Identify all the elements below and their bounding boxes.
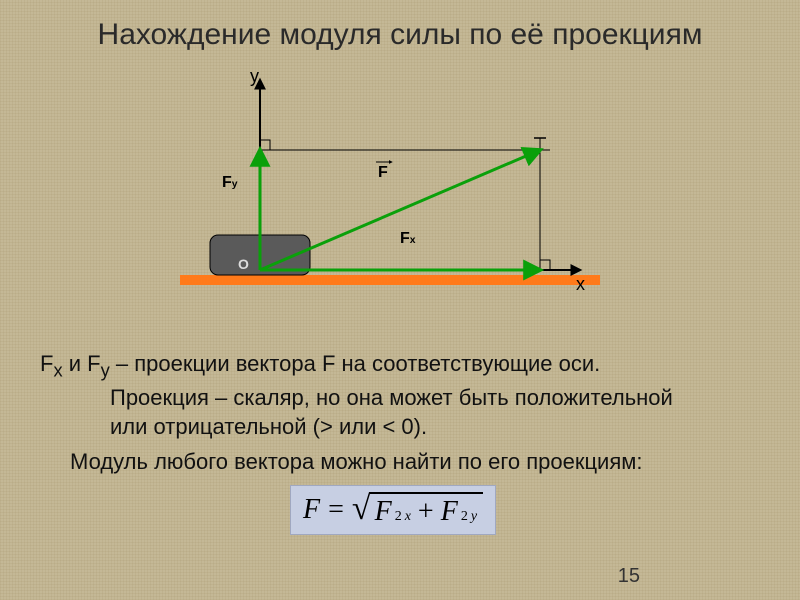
text-projections-definition: Fx и Fy – проекции вектора F на соответс… (40, 350, 600, 382)
force-projection-diagram: y x О F Fx Fy (180, 70, 620, 310)
text-modulus-intro: Модуль любого вектора можно найти по его… (70, 448, 643, 477)
vector-f (260, 150, 540, 270)
f-label: F (378, 164, 388, 182)
fy-label: Fy (222, 174, 238, 192)
ground-surface (180, 275, 600, 285)
page-title: Нахождение модуля силы по её проекциям (0, 18, 800, 52)
formula-equals: = (328, 494, 344, 526)
text-projection-scalar: Проекция – скаляр, но она может быть пол… (110, 384, 710, 441)
origin-label: О (238, 256, 249, 272)
formula-sqrt: √ F2x + F2y (352, 492, 483, 528)
x-axis-label: x (576, 274, 585, 295)
page-number: 15 (618, 565, 640, 588)
formula-radicand: F2x + F2y (369, 492, 483, 528)
y-axis-label: y (250, 66, 259, 87)
formula-magnitude: F = √ F2x + F2y (290, 485, 496, 535)
right-angle-marker-x (540, 260, 550, 270)
diagram-svg (180, 70, 620, 310)
fx-label: Fx (400, 230, 416, 248)
formula-lhs: F (303, 494, 320, 526)
right-angle-marker-y (260, 140, 270, 150)
